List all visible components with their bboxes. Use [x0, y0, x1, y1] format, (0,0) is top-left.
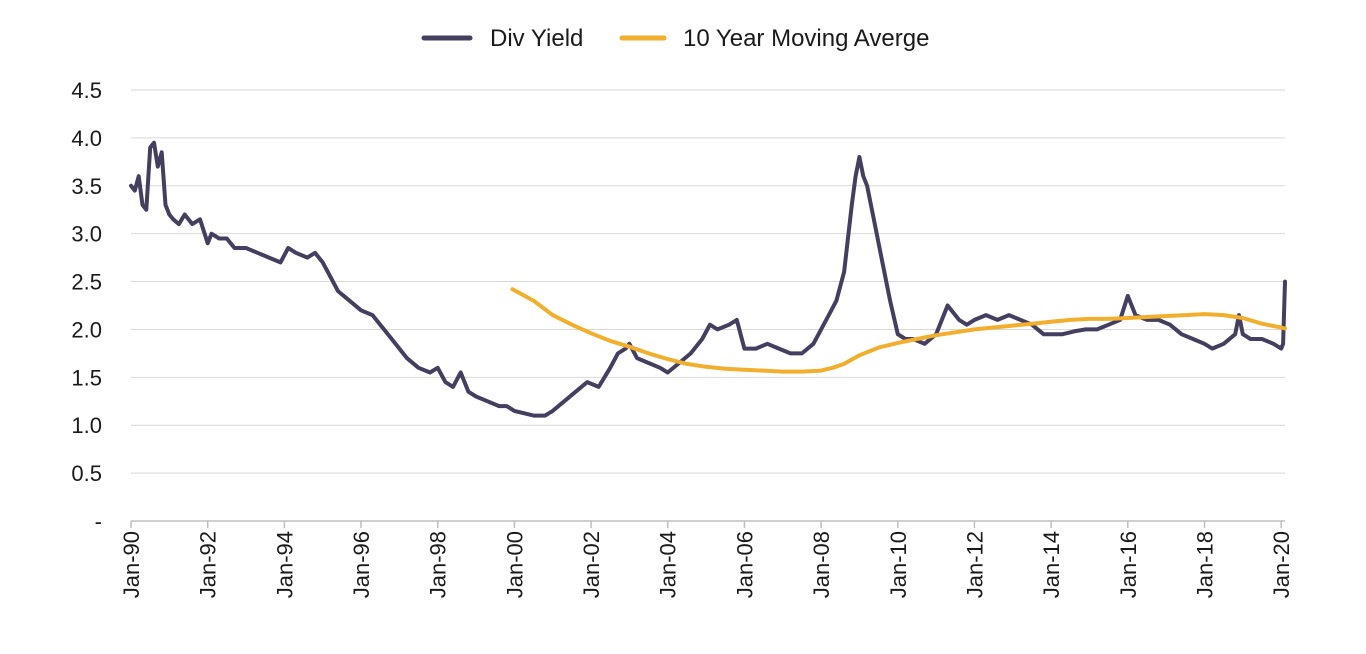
legend-label-div-yield: Div Yield	[490, 25, 583, 52]
gridlines	[131, 89, 1285, 474]
series-group	[129, 140, 1287, 418]
x-tick-label: Jan-12	[962, 531, 987, 598]
x-tick-label: Jan-98	[426, 531, 451, 598]
y-tick-label: 4.5	[71, 78, 102, 103]
x-tick-label: Jan-92	[196, 531, 221, 598]
legend: Div Yield 10 Year Moving Averge	[421, 25, 929, 52]
legend-label-moving-average: 10 Year Moving Averge	[683, 25, 929, 52]
x-tick-label: Jan-14	[1039, 531, 1064, 598]
x-tick-label: Jan-08	[809, 531, 834, 598]
x-tick-label: Jan-94	[272, 531, 297, 598]
x-tick-label: Jan-18	[1192, 531, 1217, 598]
x-axis: Jan-90 Jan-92 Jan-94 Jan-96 Jan-98 Jan-00 Jan-…	[119, 520, 1294, 598]
y-tick-label: 3.5	[71, 174, 102, 199]
series-line-moving-average	[510, 287, 1287, 374]
y-tick-label: 3.0	[71, 222, 102, 247]
y-tick-label: 2.5	[71, 270, 102, 295]
y-tick-label: -	[95, 509, 102, 534]
y-tick-label: 0.5	[71, 461, 102, 486]
x-tick-label: Jan-20	[1269, 531, 1294, 598]
series-line-div-yield	[129, 140, 1287, 418]
y-tick-label: 2.0	[71, 317, 102, 342]
x-tick-label: Jan-16	[1116, 531, 1141, 598]
x-tick-label: Jan-10	[886, 531, 911, 598]
y-tick-label: 1.0	[71, 413, 102, 438]
y-tick-label: 4.0	[71, 126, 102, 151]
x-tick-label: Jan-90	[119, 531, 144, 598]
y-axis: - 0.5 1.0 1.5 2.0 2.5 3.0 3.5 4.0 4.5	[71, 78, 102, 534]
x-tick-label: Jan-06	[732, 531, 757, 598]
x-tick-label: Jan-04	[656, 531, 681, 598]
x-tick-label: Jan-96	[349, 531, 374, 598]
x-tick-label: Jan-02	[579, 531, 604, 598]
y-tick-label: 1.5	[71, 365, 102, 390]
x-tick-label: Jan-00	[502, 531, 527, 598]
